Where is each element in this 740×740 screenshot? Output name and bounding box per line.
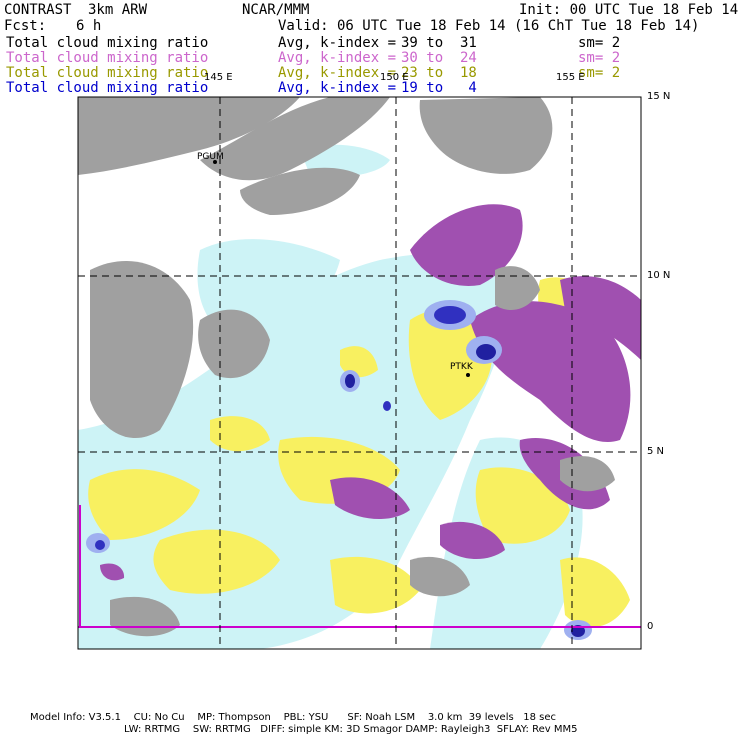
field-smooth-1: sm= 2 [578,35,621,51]
field-name-2: Total cloud mixing ratio [6,50,209,66]
organization: NCAR/MMM [242,2,310,18]
model-resolution: 3km ARW [88,2,148,18]
field-range-2: 30 to 24 [401,50,477,66]
station-marker-pgum [213,160,217,164]
station-label-ptkk: PTKK [450,362,473,372]
low-cloud-layer [88,277,630,627]
field-name-3: Total cloud mixing ratio [6,65,209,81]
cloud-fields [78,97,641,649]
lat-label-15n: 15 N [647,91,671,102]
field-range-3: 23 to 18 [401,65,477,81]
lat-label-10n: 10 N [647,270,671,281]
lat-label-0: 0 [647,621,654,632]
field-avg-3: Avg, k-index = [278,65,397,81]
init-time: Init: 00 UTC Tue 18 Feb 14 [519,2,739,18]
field-avg-2: Avg, k-index = [278,50,397,66]
model-name: CONTRAST [4,2,72,18]
heavy-cloud-layer [86,300,592,640]
field-name-4: Total cloud mixing ratio [6,80,209,96]
lon-label-155e: 155 E [556,72,585,83]
field-name-1: Total cloud mixing ratio [6,35,209,51]
field-avg-4: Avg, k-index = [278,80,397,96]
lon-label-150e: 150 E [380,72,409,83]
field-avg-1: Avg, k-index = [278,35,397,51]
field-range-4: 19 to 4 [401,80,477,96]
valid-time: Valid: 06 UTC Tue 18 Feb 14 (16 ChT Tue … [278,18,700,34]
field-smooth-3: sm= 2 [578,65,621,81]
field-range-1: 39 to 31 [401,35,477,51]
station-label-pgum: PGUM [197,152,224,162]
forecast-hour: 6 h [76,18,102,34]
lon-label-145e: 145 E [204,72,233,83]
plot-frame [77,96,642,650]
lat-label-5n: 5 N [647,446,665,457]
forecast-label: Fcst: [4,18,47,34]
model-info-line-1: Model Info: V3.5.1 CU: No Cu MP: Thompso… [30,712,556,723]
field-smooth-2: sm= 2 [578,50,621,66]
station-marker-ptkk [466,373,470,377]
model-info-line-2: LW: RRTMG SW: RRTMG DIFF: simple KM: 3D … [124,724,578,735]
